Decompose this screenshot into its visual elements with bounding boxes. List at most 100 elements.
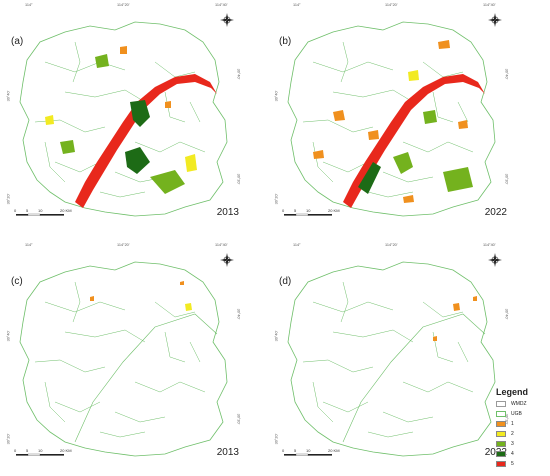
tick-left: 30°40' [274, 90, 279, 102]
legend-swatch [496, 431, 506, 437]
tick-left: 30°20' [274, 193, 279, 205]
north-arrow-icon [488, 253, 502, 267]
zone-boundary [72, 41, 81, 83]
zone-patch [333, 110, 345, 121]
zone-boundary [189, 101, 201, 123]
tick-left: 30°40' [6, 90, 11, 102]
panel-year: 2013 [216, 207, 239, 218]
study-area-outline [287, 21, 496, 217]
legend-label: UGB [511, 411, 522, 417]
zone-boundary [382, 411, 434, 423]
zone-patch [313, 150, 324, 159]
zone-patch [458, 120, 468, 129]
zone-patches [313, 40, 485, 208]
legend-item: UGB [496, 409, 550, 419]
map-canvas [284, 253, 502, 457]
study-area-outline [19, 21, 228, 217]
zone-patches [90, 281, 192, 311]
tick-top: 114° [293, 243, 301, 247]
scale-label: 20 KM [328, 208, 340, 213]
scale-bar [284, 453, 332, 456]
tick-right: 30°40' [236, 68, 241, 80]
tick-top: 114° [293, 3, 301, 7]
tick-right: 30°20' [236, 173, 241, 185]
zone-boundary [154, 301, 196, 318]
zone-boundary [64, 89, 146, 103]
scale-label: 20 KM [60, 448, 72, 453]
legend-item: 2 [496, 429, 550, 439]
panel-label: (c) [11, 276, 23, 287]
map-panel-b: (b) 2022 114° 114°20' 114°40' 30°40' 30°… [273, 2, 513, 232]
legend-item: 3 [496, 439, 550, 449]
zone-boundary [54, 401, 101, 413]
zone-patch [150, 170, 185, 194]
zone-patch [120, 46, 127, 54]
tick-top: 114° [25, 243, 33, 247]
zone-patch [185, 303, 192, 311]
scale-label: 5 [26, 448, 29, 453]
zone-patch [368, 130, 379, 140]
zone-boundary [44, 61, 126, 73]
panel-year: 2022 [484, 207, 507, 218]
zone-boundary [422, 61, 464, 78]
zone-boundary [134, 381, 206, 393]
zone-boundary [54, 161, 101, 173]
zone-boundary [34, 359, 106, 373]
legend-item: 4 [496, 449, 550, 459]
scale-bar [16, 213, 64, 216]
zone-patch [130, 100, 150, 127]
legend-swatch [496, 461, 506, 467]
zone-patch [90, 296, 94, 301]
legend-item: 1 [496, 419, 550, 429]
scale-label: 20 KM [60, 208, 72, 213]
zone-patch [473, 296, 477, 301]
legend: Legend WMDZ UGB 1 2 3 4 5 [496, 387, 550, 473]
zone-boundary [72, 281, 81, 323]
tick-top: 114°20' [117, 243, 130, 247]
zone-boundary [457, 341, 469, 363]
zone-patch [45, 115, 54, 125]
scale-label: 10 [38, 208, 43, 213]
legend-swatch [496, 441, 506, 447]
zone-patch [60, 140, 75, 154]
tick-top: 114°40' [215, 3, 228, 7]
tick-right: 30°20' [236, 413, 241, 425]
scale-label: 5 [26, 208, 29, 213]
zone-boundary [332, 89, 414, 103]
map-canvas [16, 253, 234, 457]
zone-patch [165, 101, 171, 108]
zone-boundary [432, 91, 454, 123]
legend-title: Legend [496, 387, 529, 397]
zone-boundary [332, 329, 414, 343]
district-boundaries [19, 21, 228, 217]
scale-bar [284, 213, 332, 216]
zone-boundary [99, 191, 146, 198]
north-arrow-icon [488, 13, 502, 27]
tick-left: 30°20' [274, 433, 279, 445]
zone-patch [423, 110, 437, 124]
zone-boundary [99, 431, 146, 438]
tick-right: 30°40' [504, 308, 509, 320]
legend-swatch [496, 451, 506, 457]
legend-label: 2 [511, 431, 514, 437]
zone-patch [358, 162, 381, 194]
panel-year: 2022 [485, 447, 507, 458]
legend-item: WMDZ [496, 399, 550, 409]
tick-top: 114°20' [117, 3, 130, 7]
scale-label: 20 KM [328, 448, 340, 453]
map-canvas [284, 13, 502, 217]
zone-boundary [302, 119, 374, 133]
tick-top: 114°20' [385, 3, 398, 7]
zone-patch [75, 74, 217, 208]
scale-label: 10 [38, 448, 43, 453]
north-arrow-icon [220, 13, 234, 27]
panel-label: (d) [279, 276, 292, 287]
zone-boundary [457, 101, 469, 123]
tick-left: 30°20' [6, 193, 11, 205]
legend-label: WMDZ [511, 401, 527, 407]
zone-boundary [322, 401, 369, 413]
legend-item: 5 [496, 459, 550, 469]
legend-swatch [496, 401, 506, 407]
zone-boundary [322, 161, 369, 173]
zone-boundary [402, 141, 474, 153]
